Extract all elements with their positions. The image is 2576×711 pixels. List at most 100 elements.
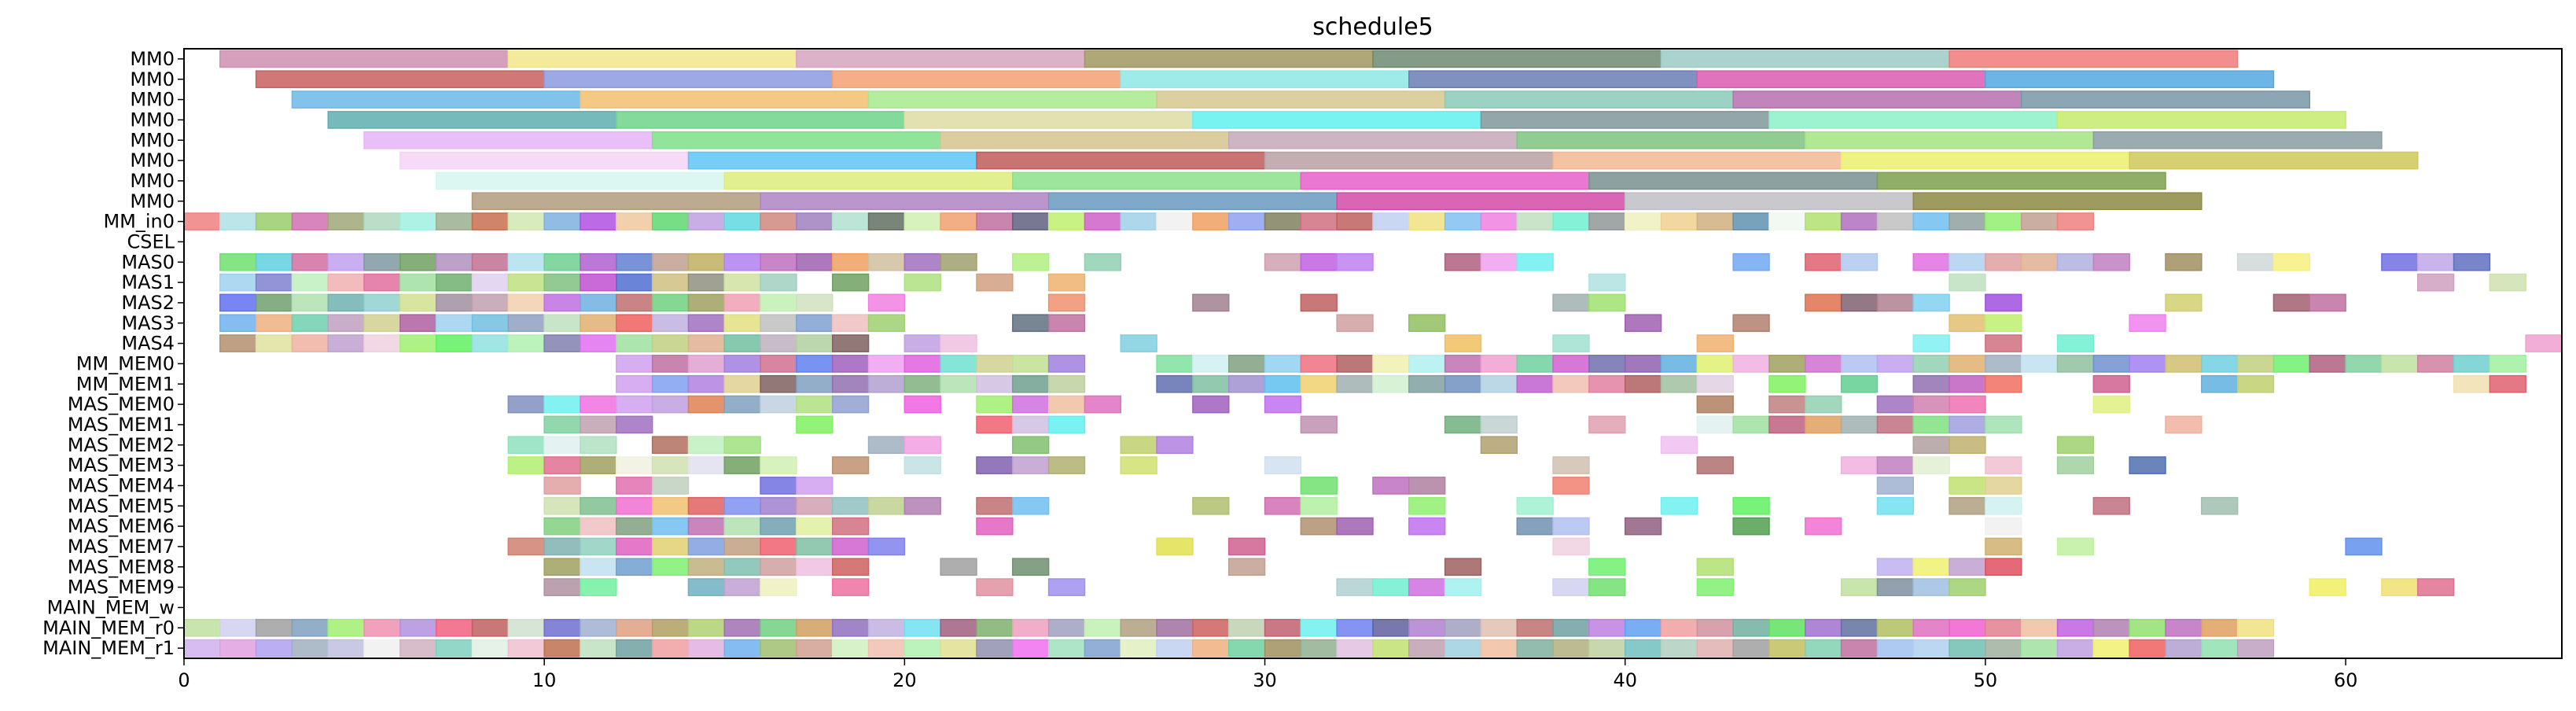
schedule-bar — [1156, 355, 1194, 373]
schedule-bar — [1444, 212, 1482, 230]
schedule-bar — [1047, 395, 1086, 414]
schedule-bar — [363, 131, 653, 149]
schedule-bar — [1949, 618, 1986, 637]
schedule-bar — [1084, 212, 1122, 230]
schedule-bar — [2165, 355, 2202, 373]
schedule-bar — [616, 517, 653, 536]
schedule-bar — [1985, 639, 2022, 658]
schedule-bar — [435, 252, 473, 271]
schedule-bar — [580, 496, 617, 515]
schedule-bar — [1768, 639, 1806, 658]
schedule-bar — [760, 355, 797, 373]
schedule-bar — [2092, 355, 2130, 373]
schedule-bar — [291, 314, 329, 333]
schedule-bar — [2416, 578, 2455, 596]
schedule-bar — [2056, 436, 2095, 455]
schedule-bar — [399, 314, 437, 333]
schedule-bar — [1264, 252, 1302, 271]
schedule-bar — [435, 293, 473, 312]
schedule-bar — [616, 334, 653, 352]
schedule-bar — [1372, 50, 1662, 68]
schedule-bar — [543, 618, 581, 637]
schedule-bar — [1949, 395, 1986, 414]
schedule-bar — [831, 355, 870, 373]
schedule-bar — [2272, 355, 2311, 373]
schedule-bar — [1264, 456, 1302, 474]
schedule-bar — [2020, 252, 2059, 271]
schedule-bar — [580, 90, 870, 109]
schedule-bar — [940, 639, 977, 658]
schedule-bar — [2056, 639, 2095, 658]
schedule-bar — [1156, 436, 1194, 455]
schedule-bar — [543, 537, 581, 556]
schedule-bar — [796, 496, 834, 515]
schedule-bar — [616, 639, 653, 658]
schedule-bar — [867, 314, 906, 333]
schedule-bar — [976, 415, 1014, 434]
schedule-bar — [651, 273, 690, 292]
schedule-bar — [363, 212, 401, 230]
schedule-bar — [940, 374, 977, 393]
schedule-bar — [1732, 517, 1770, 536]
schedule-bar — [1372, 639, 1410, 658]
schedule-bar — [796, 415, 834, 434]
schedule-bar — [2129, 456, 2166, 474]
schedule-bar — [543, 70, 834, 89]
schedule-bar — [1588, 212, 1626, 230]
schedule-bar — [1588, 171, 1879, 190]
schedule-bar — [471, 212, 510, 230]
schedule-bar — [580, 537, 617, 556]
schedule-bar — [2236, 374, 2275, 393]
schedule-bar — [2416, 273, 2455, 292]
schedule-bar — [1805, 415, 1842, 434]
schedule-bar — [543, 293, 581, 312]
schedule-bar — [2236, 618, 2275, 637]
schedule-bar — [1372, 374, 1410, 393]
schedule-bar — [1912, 252, 1950, 271]
schedule-bar — [1552, 293, 1590, 312]
schedule-bar — [1047, 314, 1086, 333]
schedule-bar — [580, 334, 617, 352]
schedule-bar — [1912, 334, 1950, 352]
schedule-bar — [1985, 314, 2022, 333]
schedule-bar — [1696, 639, 1734, 658]
schedule-bar — [760, 477, 797, 495]
schedule-bar — [1696, 415, 1734, 434]
schedule-bar — [1552, 374, 1590, 393]
schedule-bar — [1696, 374, 1734, 393]
schedule-bar — [651, 131, 941, 149]
schedule-bar — [291, 639, 329, 658]
schedule-bar — [1156, 618, 1194, 637]
x-tick-label: 60 — [2334, 669, 2358, 691]
schedule-bar — [2056, 212, 2095, 230]
schedule-bar — [363, 618, 401, 637]
schedule-bar — [1805, 639, 1842, 658]
schedule-bar — [399, 151, 690, 170]
schedule-bar — [327, 212, 365, 230]
schedule-bar — [363, 314, 401, 333]
schedule-bar — [1696, 578, 1734, 596]
schedule-bar — [2236, 355, 2275, 373]
schedule-bar — [867, 293, 906, 312]
schedule-bar — [616, 111, 906, 129]
schedule-bar — [1408, 355, 1446, 373]
schedule-bar — [1300, 415, 1338, 434]
schedule-bar — [651, 334, 690, 352]
schedule-bar — [723, 618, 761, 637]
schedule-bar — [1768, 355, 1806, 373]
schedule-bar — [1876, 477, 1915, 495]
schedule-bar — [507, 212, 545, 230]
schedule-bar — [1192, 212, 1230, 230]
schedule-bar — [831, 70, 1122, 89]
schedule-bar — [363, 252, 401, 271]
schedule-bar — [1047, 618, 1086, 637]
y-tick-label: MAS_MEM8 — [68, 556, 175, 578]
schedule-bar — [543, 558, 581, 577]
x-tick-label: 10 — [532, 669, 557, 691]
schedule-bar — [976, 517, 1014, 536]
schedule-bar — [1227, 639, 1266, 658]
schedule-bar — [1264, 355, 1302, 373]
schedule-bar — [1912, 436, 1950, 455]
schedule-bar — [1805, 293, 1842, 312]
schedule-bar — [1624, 314, 1662, 333]
